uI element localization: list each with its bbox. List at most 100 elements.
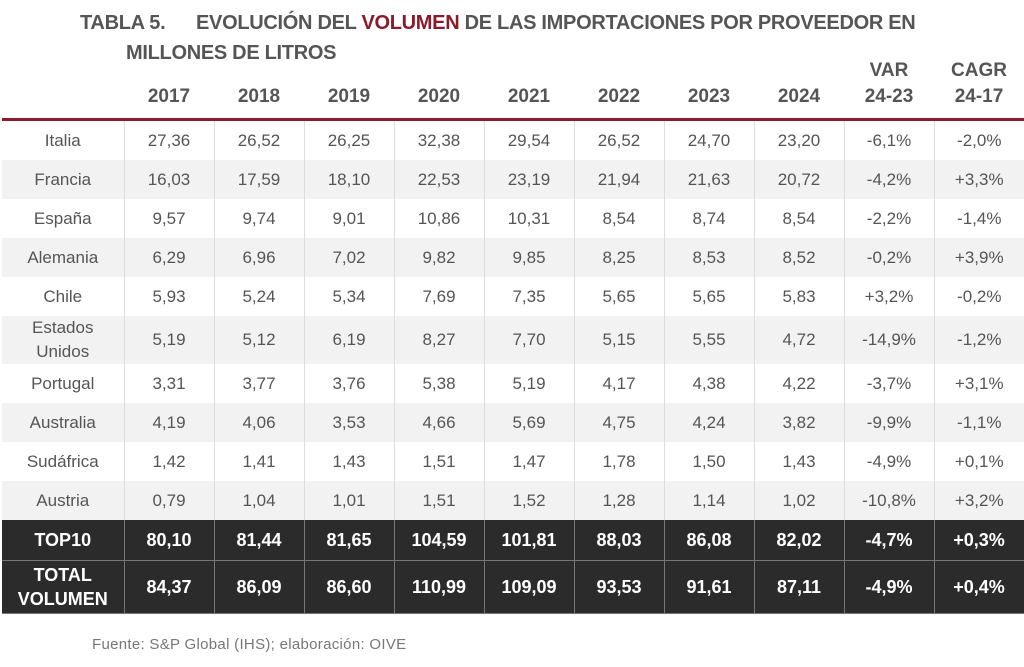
table-cell: 4,19 bbox=[124, 403, 215, 442]
title-part2: DE LAS IMPORTACIONES POR PROVEEDOR EN bbox=[459, 12, 916, 34]
table-cell: 81,65 bbox=[304, 520, 395, 561]
table-cell: -0,2% bbox=[844, 238, 935, 277]
table-cell: 1,51 bbox=[394, 481, 485, 520]
table-cell: 4,75 bbox=[574, 403, 665, 442]
table-cell: 5,19 bbox=[484, 364, 575, 403]
table-cell: 22,53 bbox=[394, 160, 485, 199]
header-row: 2017 2018 2019 2020 2021 2022 2023 2024 VAR 24-2… bbox=[2, 58, 1024, 121]
table-cell: 1,52 bbox=[484, 481, 575, 520]
table-cell: 5,65 bbox=[574, 277, 665, 316]
table-cell: 6,29 bbox=[124, 238, 215, 277]
table-cell: 23,19 bbox=[484, 160, 575, 199]
table-cell: +3,2% bbox=[934, 481, 1024, 520]
table-cell: 5,38 bbox=[394, 364, 485, 403]
table-cell: 21,63 bbox=[664, 160, 755, 199]
table-cell: -3,7% bbox=[844, 364, 935, 403]
row-label: Italia bbox=[2, 119, 125, 160]
source-note: Fuente: S&P Global (IHS); elaboración: O… bbox=[92, 636, 407, 653]
table-cell: -4,9% bbox=[844, 560, 935, 614]
table-cell: 9,82 bbox=[394, 238, 485, 277]
table-row: Portugal 3,31 3,77 3,76 5,38 5,19 4,17 4,38 4,22… bbox=[2, 364, 1024, 403]
table-cell: 3,77 bbox=[214, 364, 305, 403]
table-cell: -4,7% bbox=[844, 520, 935, 561]
table-title: TABLA 5. EVOLUCIÓN DEL VOLUMEN DE LAS IMP… bbox=[80, 8, 916, 68]
table-cell: 3,31 bbox=[124, 364, 215, 403]
table-cell: 10,86 bbox=[394, 199, 485, 238]
table-cell: 24,70 bbox=[664, 119, 755, 160]
table-cell: -1,4% bbox=[934, 199, 1024, 238]
table-row: Estados Unidos 5,19 5,12 6,19 8,27 7,70 5,15 5,… bbox=[2, 316, 1024, 364]
table-cell: -1,2% bbox=[934, 316, 1024, 364]
table-cell: 1,28 bbox=[574, 481, 665, 520]
table-cell: 5,93 bbox=[124, 277, 215, 316]
table-cell: 26,25 bbox=[304, 119, 395, 160]
header-empty bbox=[2, 58, 124, 121]
table-cell: 81,44 bbox=[214, 520, 305, 561]
table-cell: +0,1% bbox=[934, 442, 1024, 481]
table-cell: -6,1% bbox=[844, 119, 935, 160]
table-cell: 1,41 bbox=[214, 442, 305, 481]
table-cell: 29,54 bbox=[484, 119, 575, 160]
table-cell: 16,03 bbox=[124, 160, 215, 199]
table-cell: 4,22 bbox=[754, 364, 845, 403]
table-cell: 86,60 bbox=[304, 560, 395, 614]
table-row: Chile 5,93 5,24 5,34 7,69 7,35 5,65 5,65 5,83 +3,… bbox=[2, 277, 1024, 316]
table-body: Italia 27,36 26,52 26,25 32,38 29,54 26,52 24,7… bbox=[2, 119, 1024, 614]
table-cell: 86,08 bbox=[664, 520, 755, 561]
table-cell: -10,8% bbox=[844, 481, 935, 520]
table-cell: 27,36 bbox=[124, 119, 215, 160]
table-cell: 9,01 bbox=[304, 199, 395, 238]
table-cell: 1,43 bbox=[754, 442, 845, 481]
table-cell: -4,2% bbox=[844, 160, 935, 199]
table-cell: 3,76 bbox=[304, 364, 395, 403]
table-cell: 86,09 bbox=[214, 560, 305, 614]
row-label: Australia bbox=[2, 403, 125, 442]
table-row: Italia 27,36 26,52 26,25 32,38 29,54 26,52 24,7… bbox=[2, 119, 1024, 160]
table-cell: 1,50 bbox=[664, 442, 755, 481]
table-cell: 1,43 bbox=[304, 442, 395, 481]
table-cell: -1,1% bbox=[934, 403, 1024, 442]
table-cell: 1,42 bbox=[124, 442, 215, 481]
table-cell: 4,17 bbox=[574, 364, 665, 403]
row-label: Portugal bbox=[2, 364, 125, 403]
table-cell: +3,1% bbox=[934, 364, 1024, 403]
table-cell: 82,02 bbox=[754, 520, 845, 561]
table-cell: 18,10 bbox=[304, 160, 395, 199]
table-cell: 20,72 bbox=[754, 160, 845, 199]
table-cell: 6,19 bbox=[304, 316, 395, 364]
table-row: Alemania 6,29 6,96 7,02 9,82 9,85 8,25 8,53 8,52… bbox=[2, 238, 1024, 277]
table-cell: 4,06 bbox=[214, 403, 305, 442]
table-cell: 101,81 bbox=[484, 520, 575, 561]
table-cell: 8,74 bbox=[664, 199, 755, 238]
table-cell: 104,59 bbox=[394, 520, 485, 561]
table-cell: 21,94 bbox=[574, 160, 665, 199]
table-cell: 26,52 bbox=[574, 119, 665, 160]
table-cell: 4,66 bbox=[394, 403, 485, 442]
column-header: 2017 bbox=[124, 58, 214, 121]
column-header: 2022 bbox=[574, 58, 664, 121]
table-cell: 93,53 bbox=[574, 560, 665, 614]
table-cell: 3,82 bbox=[754, 403, 845, 442]
table-cell: 7,70 bbox=[484, 316, 575, 364]
table-cell: 8,54 bbox=[754, 199, 845, 238]
row-label: España bbox=[2, 199, 125, 238]
table-cell: 1,14 bbox=[664, 481, 755, 520]
table-cell: 80,10 bbox=[124, 520, 215, 561]
column-header: 2024 bbox=[754, 58, 844, 121]
table-cell: +3,9% bbox=[934, 238, 1024, 277]
table-cell: -2,2% bbox=[844, 199, 935, 238]
row-label: Chile bbox=[2, 277, 125, 316]
table-cell: 1,47 bbox=[484, 442, 575, 481]
total-row: TOTAL VOLUMEN 84,37 86,09 86,60 110,99 109,09… bbox=[2, 560, 1024, 614]
row-label: Alemania bbox=[2, 238, 125, 277]
column-header: 2021 bbox=[484, 58, 574, 121]
table-cell: 32,38 bbox=[394, 119, 485, 160]
table-cell: 87,11 bbox=[754, 560, 845, 614]
table-row: Francia 16,03 17,59 18,10 22,53 23,19 21,94 21,… bbox=[2, 160, 1024, 199]
table-cell: -0,2% bbox=[934, 277, 1024, 316]
table-cell: 5,34 bbox=[304, 277, 395, 316]
table-cell: 4,72 bbox=[754, 316, 845, 364]
table-row: Sudáfrica 1,42 1,41 1,43 1,51 1,47 1,78 1,50 1,4… bbox=[2, 442, 1024, 481]
table-cell: 7,35 bbox=[484, 277, 575, 316]
table-cell: 5,12 bbox=[214, 316, 305, 364]
